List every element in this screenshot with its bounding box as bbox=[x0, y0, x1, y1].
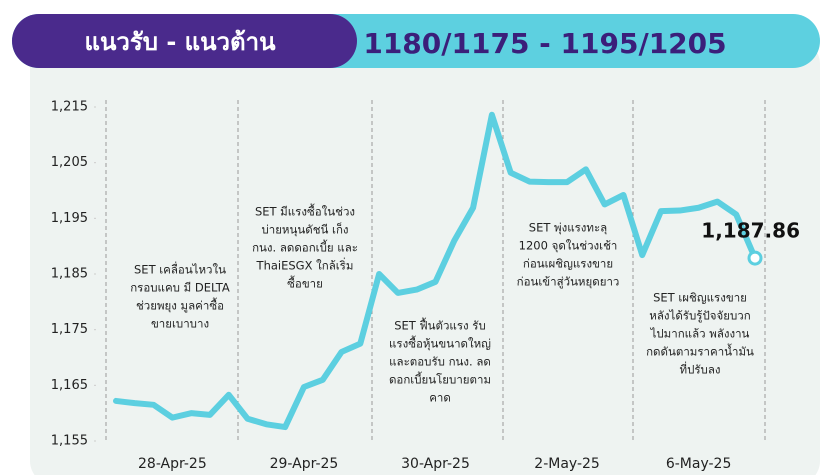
line bbox=[113, 111, 758, 431]
annotation: ไปมากแล้ว พลังงาน bbox=[650, 327, 750, 341]
annotation: กดดันตามราคาน้ำมัน bbox=[646, 344, 754, 359]
annotation: คาด bbox=[429, 391, 451, 405]
x-tick-label: 6-May-25 bbox=[666, 456, 732, 472]
annotation: SET พุ่งแรงทะลุ bbox=[529, 221, 607, 235]
annotation: 1200 จุดในช่วงเช้า bbox=[519, 239, 618, 253]
annotation: ThaiESGX ใกล้เริ่ม bbox=[256, 258, 354, 273]
y-tick-label: 1,155 bbox=[51, 434, 88, 449]
annotation: ดอกเบี้ยนโยบายตาม bbox=[389, 372, 491, 387]
annotation: บ่ายหนุนดัชนี เก็ง bbox=[261, 222, 348, 237]
header-levels: 1180/1175 - 1195/1205 bbox=[363, 27, 726, 60]
y-tick-label: 1,215 bbox=[51, 100, 88, 115]
annotation: SET เคลื่อนไหวใน bbox=[134, 262, 226, 277]
annotation: กรอบแคบ มี DELTA bbox=[130, 281, 230, 295]
annotation: ช่วยพยุง มูลค่าซื้อ bbox=[136, 298, 224, 313]
annotation: หลังได้รับรู้ปัจจัยบวก bbox=[649, 309, 750, 323]
y-tick-label: 1,195 bbox=[51, 211, 88, 226]
annotation: ก่อนเข้าสู่วันหยุดยาว bbox=[517, 275, 620, 289]
y-tick-label: 1,185 bbox=[51, 267, 88, 282]
x-tick-label: 28-Apr-25 bbox=[138, 456, 207, 472]
x-tick-label: 29-Apr-25 bbox=[270, 456, 339, 472]
annotation: SET มีแรงซื้อในช่วง bbox=[255, 204, 355, 219]
annotation: SET ฟื้นตัวแรง รับ bbox=[394, 318, 486, 333]
x-tick-label: 2-May-25 bbox=[534, 456, 600, 472]
y-tick-label: 1,205 bbox=[51, 155, 88, 170]
last-point bbox=[747, 250, 763, 266]
annotation: กนง. ลดดอกเบี้ย และ bbox=[252, 240, 358, 255]
x-tick-label: 30-Apr-25 bbox=[401, 456, 470, 472]
annotation: แรงซื้อหุ้นขนาดใหญ่ bbox=[389, 336, 491, 351]
panel bbox=[30, 40, 820, 475]
annotation: ขายเบาบาง bbox=[151, 317, 209, 331]
y-tick-label: 1,175 bbox=[51, 322, 88, 337]
value-label: 1,187.86 bbox=[701, 219, 800, 243]
y-tick-label: 1,165 bbox=[51, 378, 88, 393]
header-title: แนวรับ - แนวต้าน bbox=[85, 28, 277, 56]
annotation: ก่อนเผชิญแรงขาย bbox=[523, 257, 613, 271]
annotation: ซื้อขาย bbox=[287, 276, 323, 291]
annotation: ที่ปรับลง bbox=[679, 362, 720, 377]
annotation: และตอบรับ กนง. ลด bbox=[389, 355, 491, 369]
annotation: SET เผชิญแรงขาย bbox=[653, 291, 747, 305]
header-pill bbox=[12, 14, 357, 68]
